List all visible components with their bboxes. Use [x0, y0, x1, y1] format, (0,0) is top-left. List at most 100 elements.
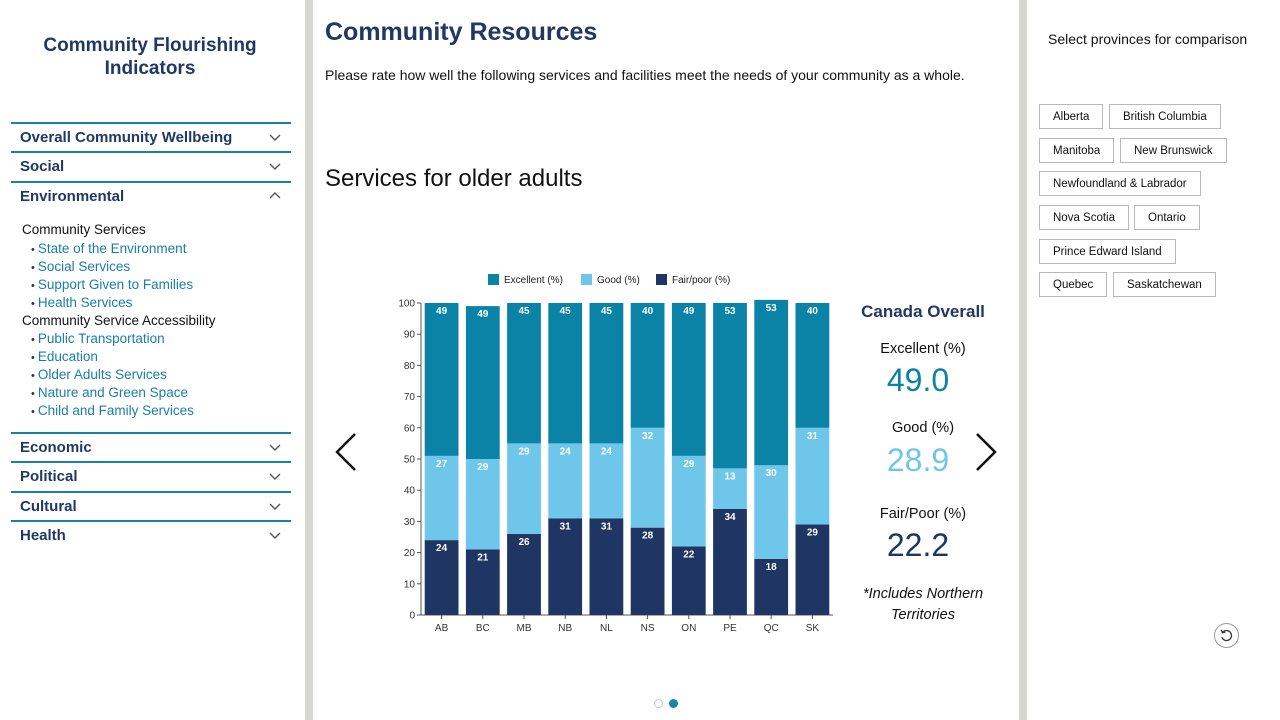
- carousel-dot-2[interactable]: [669, 699, 678, 708]
- bar-segment: [713, 468, 747, 509]
- bar-segment: [754, 465, 789, 559]
- x-tick-label: ON: [681, 623, 696, 634]
- data-label: 49: [477, 309, 489, 320]
- province-button-prince-edward-island[interactable]: Prince Edward Island: [1039, 239, 1176, 264]
- submenu-link-support-families[interactable]: • Support Given to Families: [31, 277, 193, 292]
- data-label: 22: [683, 549, 695, 560]
- x-tick-label: QC: [764, 623, 779, 634]
- y-tick-label: 20: [404, 548, 416, 559]
- province-button-nova-scotia[interactable]: Nova Scotia: [1039, 205, 1130, 230]
- carousel-dot-1[interactable]: [654, 699, 663, 708]
- x-tick-label: NB: [558, 623, 572, 634]
- bar-segment: [713, 303, 747, 469]
- bar-segment: [671, 546, 706, 615]
- accordion-label: Health: [20, 527, 66, 544]
- y-tick-label: 50: [404, 455, 416, 466]
- data-label: 26: [518, 537, 530, 548]
- stacked-bar-chart: Excellent (%) Good (%) Fair/poor (%) 0 10 20 3…: [398, 274, 833, 634]
- left-divider: [305, 0, 313, 720]
- data-label: 53: [766, 303, 778, 314]
- right-divider: [1019, 0, 1027, 720]
- overall-fair-label: Fair/Poor (%): [879, 506, 967, 522]
- submenu-link-child-family-services[interactable]: • Child and Family Services: [31, 403, 194, 418]
- bar-segment: [713, 508, 747, 615]
- data-label: 28: [642, 531, 654, 542]
- chevron-down-icon: [269, 444, 281, 451]
- province-button-british-columbia[interactable]: British Columbia: [1109, 104, 1221, 129]
- accordion-label: Environmental: [20, 188, 125, 205]
- x-tick-label: NS: [641, 623, 655, 634]
- accordion-environmental[interactable]: Environmental: [11, 181, 291, 210]
- accordion-economic[interactable]: Economic: [11, 432, 291, 461]
- province-button-manitoba[interactable]: Manitoba: [1039, 138, 1115, 163]
- accordion-political[interactable]: Political: [11, 461, 291, 490]
- legend-swatch: [488, 274, 499, 285]
- bullet-icon: •: [31, 334, 35, 346]
- main-content: Community Resources Please rate how well…: [313, 0, 1019, 720]
- link-label: Education: [37, 349, 98, 364]
- bar-segment: [754, 558, 789, 615]
- province-button-quebec[interactable]: Quebec: [1039, 272, 1108, 297]
- province-button-new-brunswick[interactable]: New Brunswick: [1120, 138, 1227, 163]
- link-label: Support Given to Families: [37, 277, 194, 292]
- submenu-link-older-adults-services[interactable]: • Older Adults Services: [31, 367, 167, 382]
- bar-segment: [630, 427, 665, 528]
- bar-segment: [424, 540, 459, 615]
- section-title: Services for older adults: [325, 165, 583, 192]
- data-label: 13: [724, 471, 736, 482]
- legend-swatch: [581, 274, 592, 285]
- province-button-alberta[interactable]: Alberta: [1039, 104, 1104, 129]
- accordion-cultural[interactable]: Cultural: [11, 491, 291, 520]
- y-tick-label: 40: [404, 486, 416, 497]
- province-selector-title: Select provinces for comparison: [1048, 31, 1248, 47]
- x-tick-label: PE: [723, 623, 737, 634]
- submenu-link-public-transportation[interactable]: • Public Transportation: [31, 331, 165, 346]
- data-label: 40: [807, 306, 819, 317]
- overall-fair-value: 22.2: [886, 527, 950, 563]
- accordion-overall-community-wellbeing[interactable]: Overall Community Wellbeing: [11, 122, 291, 151]
- overall-good-value: 28.9: [886, 442, 950, 478]
- bar-segment: [795, 524, 830, 615]
- y-tick-label: 70: [404, 392, 416, 403]
- bullet-icon: •: [31, 370, 35, 382]
- submenu-link-social-services[interactable]: • Social Services: [31, 259, 130, 274]
- submenu-link-state-of-environment[interactable]: • State of the Environment: [31, 241, 186, 256]
- carousel-prev-icon[interactable]: [331, 430, 361, 474]
- accordion-health[interactable]: Health: [11, 520, 291, 549]
- bar-segment: [630, 527, 665, 615]
- y-tick-label: 80: [404, 361, 416, 372]
- link-label: Child and Family Services: [37, 403, 194, 418]
- bullet-icon: •: [31, 406, 35, 418]
- province-button-saskatchewan[interactable]: Saskatchewan: [1113, 272, 1216, 297]
- chevron-down-icon: [269, 473, 281, 480]
- reset-button[interactable]: [1214, 623, 1239, 648]
- bar-segment: [671, 303, 706, 456]
- y-tick-label: 60: [404, 423, 416, 434]
- data-label: 53: [724, 306, 736, 317]
- bar-segment: [754, 299, 789, 466]
- province-selector-panel: Select provinces for comparison Alberta …: [1027, 0, 1280, 720]
- data-label: 49: [683, 306, 695, 317]
- data-label: 21: [477, 552, 489, 563]
- carousel-next-icon[interactable]: [971, 430, 1001, 474]
- submenu-heading-community-services: Community Services: [22, 222, 146, 237]
- accordion-social[interactable]: Social: [11, 151, 291, 180]
- submenu-link-nature-green-space[interactable]: • Nature and Green Space: [31, 385, 188, 400]
- y-tick-label: 30: [404, 517, 416, 528]
- chevron-down-icon: [269, 532, 281, 539]
- province-button-ontario[interactable]: Ontario: [1134, 205, 1200, 230]
- bar-segment: [589, 518, 624, 615]
- data-label: 45: [560, 306, 572, 317]
- data-label: 29: [683, 459, 695, 470]
- link-label: Health Services: [37, 295, 133, 310]
- accordion-label: Cultural: [20, 498, 77, 515]
- bullet-icon: •: [31, 352, 35, 364]
- submenu-link-health-services[interactable]: • Health Services: [31, 295, 132, 310]
- submenu-link-education[interactable]: • Education: [31, 349, 98, 364]
- bullet-icon: •: [31, 388, 35, 400]
- province-button-newfoundland-labrador[interactable]: Newfoundland & Labrador: [1039, 171, 1201, 196]
- link-label: Public Transportation: [37, 331, 165, 346]
- legend-label: Excellent (%): [504, 275, 563, 286]
- y-tick-label: 90: [404, 330, 416, 341]
- data-label: 29: [518, 446, 530, 457]
